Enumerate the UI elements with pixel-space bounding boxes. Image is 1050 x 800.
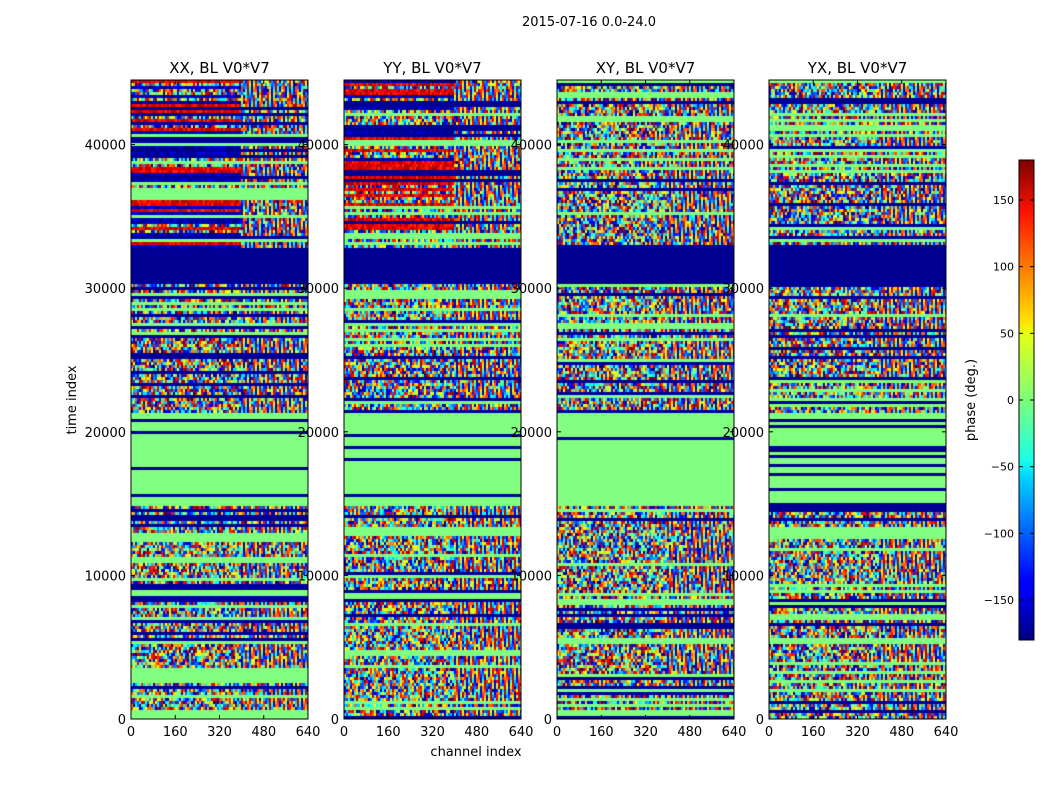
x-axis-label: channel index: [430, 745, 521, 760]
panel-3: YX, BL V0*V7 0 160 320 480 640 0 10000 20000 3000…: [723, 59, 959, 740]
x-tick-label-2-4: 640: [722, 725, 747, 740]
heatmap-canvas-3: [769, 80, 946, 719]
y-tick-label-2-1: 10000: [511, 569, 552, 584]
panel-title-0: XX, BL V0*V7: [169, 59, 270, 77]
y-tick-label-0-3: 30000: [85, 282, 126, 297]
x-tick-label-2-1: 160: [589, 725, 614, 740]
heatmap-canvas-1: [344, 80, 521, 719]
x-tick-label-0-3: 480: [251, 725, 276, 740]
y-tick-label-3-3: 30000: [723, 282, 764, 297]
x-tick-label-3-4: 640: [934, 725, 959, 740]
panel-title-2: XY, BL V0*V7: [596, 59, 696, 77]
x-tick-label-1-4: 640: [509, 725, 534, 740]
panels: XX, BL V0*V7 0 160 320 480 640 0 10000 20000 3000…: [85, 59, 959, 740]
heatmap-0: [131, 80, 308, 719]
x-tick-label-1-2: 320: [420, 725, 445, 740]
x-tick-label-0-2: 320: [207, 725, 232, 740]
colorbar: −150 −100 −50 0 50 100 150 phase (deg.): [964, 159, 1035, 641]
colorbar-tick-label-3: 0: [1007, 394, 1014, 407]
colorbar-tick-label-0: −150: [984, 594, 1014, 607]
x-tick-label-3-3: 480: [889, 725, 914, 740]
y-tick-label-1-0: 0: [331, 713, 339, 728]
x-tick-label-0-4: 640: [296, 725, 321, 740]
y-tick-label-3-0: 0: [756, 713, 764, 728]
y-tick-label-0-1: 10000: [85, 569, 126, 584]
colorbar-ticks: −150 −100 −50 0 50 100 150: [984, 194, 1034, 607]
panel-title-1: YY, BL V0*V7: [382, 59, 481, 77]
x-tick-label-1-0: 0: [340, 725, 348, 740]
x-tick-label-3-0: 0: [765, 725, 773, 740]
y-tick-label-3-1: 10000: [723, 569, 764, 584]
heatmap-3: [769, 80, 946, 719]
suptitle: 2015-07-16 0.0-24.0: [522, 15, 656, 30]
x-tick-label-2-0: 0: [553, 725, 561, 740]
y-tick-label-0-4: 40000: [85, 139, 126, 154]
y-tick-label-3-4: 40000: [723, 139, 764, 154]
colorbar-tick-label-6: 150: [993, 194, 1014, 207]
colorbar-tick-label-1: −100: [984, 527, 1014, 540]
x-tick-label-3-2: 320: [845, 725, 870, 740]
y-tick-label-1-2: 20000: [298, 426, 339, 441]
y-tick-label-2-2: 20000: [511, 426, 552, 441]
heatmap-canvas-0: [131, 80, 308, 719]
x-tick-label-1-3: 480: [464, 725, 489, 740]
panel-title-3: YX, BL V0*V7: [807, 59, 908, 77]
colorbar-tick-label-5: 100: [993, 261, 1014, 274]
x-tick-label-2-3: 480: [677, 725, 702, 740]
panel-2: XY, BL V0*V7 0 160 320 480 640 0 10000 20000 3000…: [511, 59, 747, 740]
y-tick-label-0-2: 20000: [85, 426, 126, 441]
y-tick-label-1-3: 30000: [298, 282, 339, 297]
x-tick-label-1-1: 160: [376, 725, 401, 740]
x-tick-label-2-2: 320: [633, 725, 658, 740]
heatmap-canvas-2: [557, 80, 734, 719]
y-tick-label-1-4: 40000: [298, 139, 339, 154]
y-axis-label: time index: [65, 365, 80, 434]
x-tick-label-0-0: 0: [127, 725, 135, 740]
y-tick-label-0-0: 0: [118, 713, 126, 728]
colorbar-tick-label-2: −50: [991, 461, 1014, 474]
y-tick-label-2-3: 30000: [511, 282, 552, 297]
y-tick-label-3-2: 20000: [723, 426, 764, 441]
x-tick-label-0-1: 160: [163, 725, 188, 740]
panel-1: YY, BL V0*V7 0 160 320 480 640 0 10000 20000 3000…: [298, 59, 534, 740]
panel-0: XX, BL V0*V7 0 160 320 480 640 0 10000 20000 3000…: [85, 59, 321, 740]
heatmap-1: [344, 80, 521, 719]
x-tick-label-3-1: 160: [801, 725, 826, 740]
y-tick-label-1-1: 10000: [298, 569, 339, 584]
colorbar-label: phase (deg.): [964, 359, 979, 441]
heatmap-2: [557, 80, 734, 719]
y-tick-label-2-0: 0: [544, 713, 552, 728]
y-tick-label-2-4: 40000: [511, 139, 552, 154]
colorbar-tick-label-4: 50: [1000, 327, 1014, 340]
